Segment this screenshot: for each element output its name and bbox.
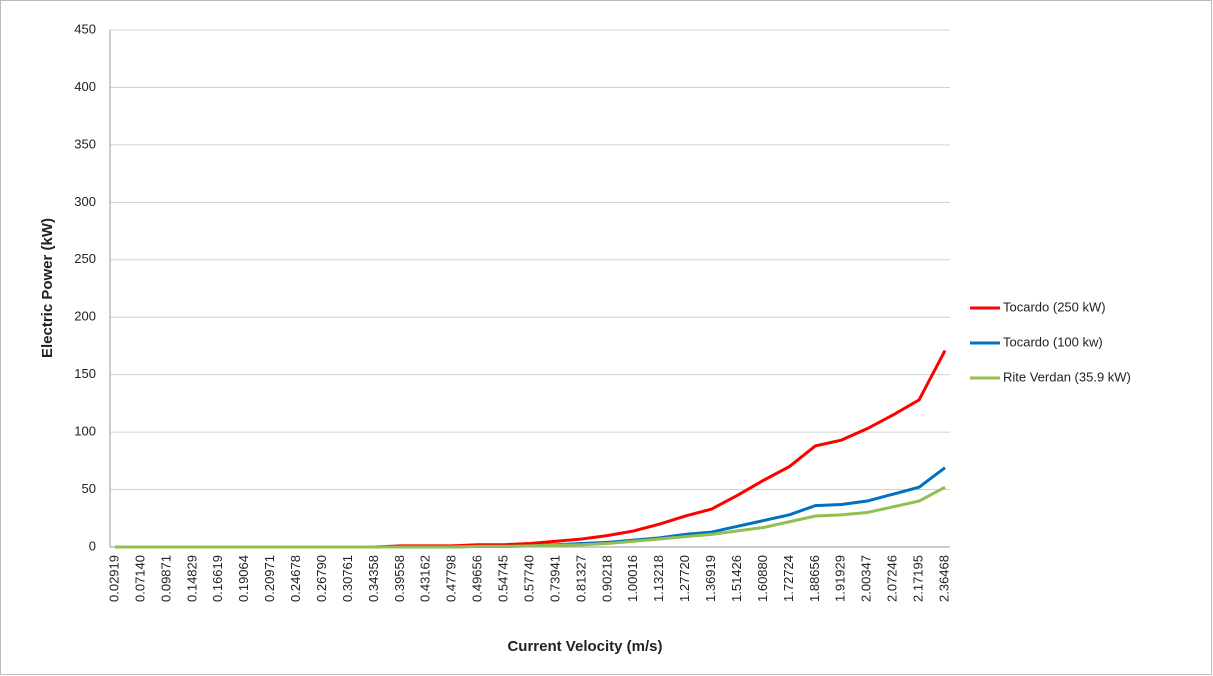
x-tick-label: 1.88656 (807, 555, 822, 602)
x-tick-label: 0.26790 (314, 555, 329, 602)
y-tick-label: 0 (89, 538, 96, 553)
x-tick-label: 0.24678 (288, 555, 303, 602)
x-tick-label: 0.90218 (599, 555, 614, 602)
x-tick-label: 0.19064 (236, 555, 251, 602)
x-tick-label: 1.51426 (729, 555, 744, 602)
x-tick-label: 0.81327 (573, 555, 588, 602)
y-tick-label: 150 (74, 366, 96, 381)
x-tick-label: 1.36919 (703, 555, 718, 602)
x-tick-label: 1.60880 (755, 555, 770, 602)
legend-label: Rite Verdan (35.9 kW) (1003, 369, 1131, 384)
y-tick-label: 50 (82, 481, 96, 496)
x-tick-label: 1.72724 (781, 555, 796, 602)
x-tick-label: 0.20971 (262, 555, 277, 602)
x-tick-label: 0.73941 (547, 555, 562, 602)
y-tick-label: 450 (74, 21, 96, 36)
x-tick-label: 2.07246 (885, 555, 900, 602)
y-tick-label: 200 (74, 309, 96, 324)
x-tick-label: 1.00016 (625, 555, 640, 602)
x-tick-label: 0.07140 (132, 555, 147, 602)
x-tick-label: 0.09871 (158, 555, 173, 602)
legend-label: Tocardo (250 kW) (1003, 299, 1106, 314)
x-tick-label: 0.57740 (521, 555, 536, 602)
x-tick-label: 0.54745 (496, 555, 511, 602)
series-line (115, 485, 946, 549)
x-tick-label: 0.39558 (392, 555, 407, 602)
x-tick-label: 1.91929 (833, 555, 848, 602)
x-tick-label: 0.49656 (470, 555, 485, 602)
x-axis-title: Current Velocity (m/s) (507, 638, 662, 655)
x-tick-label: 0.30761 (340, 555, 355, 602)
y-tick-label: 350 (74, 136, 96, 151)
x-tick-label: 0.47798 (444, 555, 459, 602)
y-tick-label: 250 (74, 251, 96, 266)
legend-label: Tocardo (100 kw) (1003, 334, 1103, 349)
x-tick-label: 2.17195 (911, 555, 926, 602)
x-tick-label: 2.36468 (936, 555, 951, 602)
y-axis-title: Electric Power (kW) (39, 218, 56, 358)
x-tick-label: 0.43162 (418, 555, 433, 602)
x-tick-label: 0.14829 (184, 555, 199, 602)
x-tick-label: 1.27720 (677, 555, 692, 602)
y-tick-label: 100 (74, 424, 96, 439)
x-tick-label: 1.13218 (651, 555, 666, 602)
y-tick-label: 300 (74, 194, 96, 209)
y-tick-label: 400 (74, 79, 96, 94)
x-tick-label: 0.34358 (366, 555, 381, 602)
x-tick-label: 0.02919 (106, 555, 121, 602)
x-tick-label: 2.00347 (859, 555, 874, 602)
x-tick-label: 0.16619 (210, 555, 225, 602)
